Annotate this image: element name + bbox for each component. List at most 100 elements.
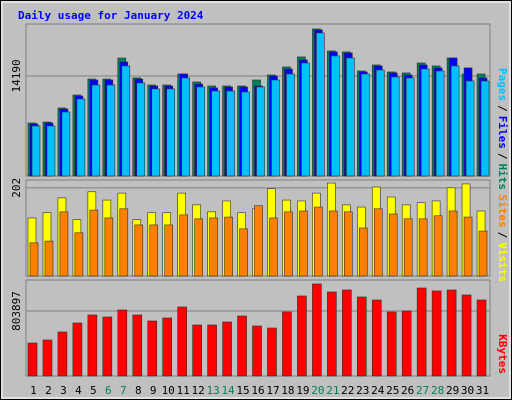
y-tick-label: 803897	[10, 291, 23, 331]
bar	[388, 213, 398, 277]
bar	[177, 306, 187, 377]
x-tick-label: 30	[461, 384, 474, 397]
bar	[360, 73, 370, 177]
bar	[254, 205, 263, 277]
bar	[31, 125, 41, 177]
bar	[435, 70, 445, 177]
x-tick-label: 4	[75, 384, 82, 397]
bar	[209, 217, 218, 277]
bar	[179, 214, 188, 277]
bar	[401, 310, 412, 377]
bar	[450, 65, 460, 177]
bar	[46, 125, 56, 177]
bar	[431, 290, 442, 377]
bar	[119, 208, 129, 277]
bar	[42, 339, 53, 377]
y-tick-label: 14190	[10, 59, 23, 92]
bar	[346, 57, 355, 177]
bar	[91, 84, 101, 177]
x-tick-label: 29	[446, 384, 459, 397]
bar	[446, 289, 457, 377]
x-tick-label: 6	[105, 384, 112, 397]
bar	[29, 242, 39, 277]
bar	[356, 296, 367, 377]
bar	[465, 80, 475, 177]
bar	[59, 211, 69, 277]
bar	[403, 218, 413, 277]
bar	[89, 209, 99, 277]
bar	[132, 314, 143, 377]
bar	[87, 314, 98, 377]
bar	[284, 211, 293, 277]
bar	[478, 230, 488, 277]
bar	[267, 327, 277, 377]
bar	[312, 283, 322, 377]
legend-entry: KBytes	[496, 334, 509, 374]
bar	[106, 84, 116, 177]
x-tick-label: 23	[356, 384, 369, 397]
bar	[375, 69, 385, 177]
bar	[237, 315, 247, 377]
x-tick-label: 27	[416, 384, 429, 397]
bar	[301, 62, 310, 177]
legend-entry: Sites	[496, 195, 509, 228]
bar	[282, 311, 292, 377]
x-tick-label: 28	[431, 384, 444, 397]
bar	[448, 210, 458, 277]
bar	[416, 287, 427, 377]
bar	[61, 111, 71, 177]
legend-separator: /	[496, 232, 509, 239]
x-tick-label: 20	[311, 384, 324, 397]
bar	[461, 294, 472, 377]
legend: Pages / Files / Hits	[496, 68, 509, 190]
x-tick-label: 16	[251, 384, 264, 397]
legend-separator: /	[496, 105, 509, 112]
bar	[194, 218, 203, 277]
bar	[72, 322, 83, 377]
x-tick-label: 9	[150, 384, 157, 397]
bar	[222, 321, 232, 377]
bar	[44, 240, 54, 277]
bar	[136, 82, 146, 177]
bar	[162, 317, 173, 377]
bar	[316, 32, 325, 177]
bar	[211, 90, 220, 177]
bar	[134, 224, 144, 277]
legend-separator: /	[496, 153, 509, 160]
bar	[239, 228, 248, 277]
x-tick-label: 15	[236, 384, 249, 397]
x-tick-label: 14	[221, 384, 235, 397]
x-tick-label: 8	[135, 384, 142, 397]
x-tick-label: 3	[60, 384, 67, 397]
x-tick-label: 12	[192, 384, 205, 397]
bar	[331, 55, 340, 177]
bar	[117, 309, 128, 377]
bar	[151, 88, 161, 177]
bar	[476, 299, 487, 377]
bar	[344, 211, 353, 277]
x-tick-label: 1	[30, 384, 37, 397]
bar	[327, 291, 337, 377]
bar	[76, 98, 86, 177]
bar	[181, 77, 190, 177]
x-tick-label: 7	[120, 384, 127, 397]
bar	[104, 217, 114, 277]
x-tick-label: 10	[162, 384, 175, 397]
bar	[256, 86, 265, 177]
x-tick-label: 26	[401, 384, 414, 397]
bar	[463, 216, 473, 277]
bar	[271, 79, 280, 177]
bar	[480, 80, 490, 177]
x-tick-label: 19	[296, 384, 309, 397]
x-tick-label: 31	[476, 384, 489, 397]
bar	[252, 325, 262, 377]
bar	[192, 324, 202, 377]
bar	[386, 311, 397, 377]
bar	[371, 299, 382, 377]
bar	[102, 316, 113, 377]
bar	[342, 289, 352, 377]
bar	[27, 342, 38, 377]
x-tick-label: 17	[266, 384, 279, 397]
bar	[405, 77, 415, 177]
